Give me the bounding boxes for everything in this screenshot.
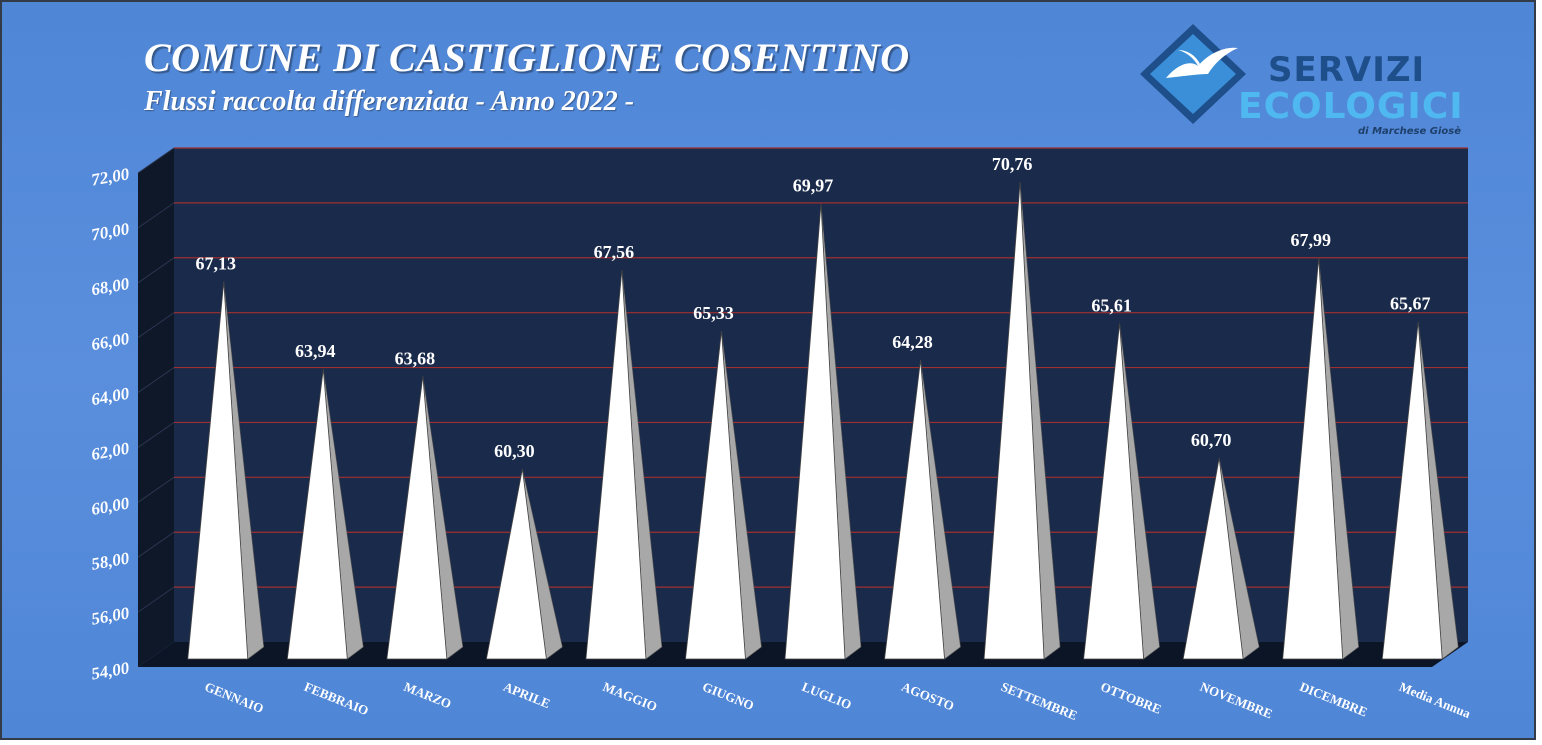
y-tick-label: 54,00 (90, 658, 131, 683)
y-tick-label: 60,00 (90, 493, 131, 518)
data-label: 67,56 (594, 242, 635, 262)
x-tick-label: SETTEMBRE (999, 679, 1080, 723)
x-tick-label: Media Annua (1397, 679, 1473, 721)
x-tick-label: NOVEMBRE (1198, 679, 1275, 722)
y-tick-label: 56,00 (90, 603, 131, 628)
pyramid-bar (983, 182, 1045, 660)
y-tick-label: 66,00 (90, 329, 131, 354)
pyramid-bar (1282, 258, 1344, 660)
gridline-side (137, 147, 175, 174)
x-tick-label: DICEMBRE (1298, 679, 1370, 720)
x-tick-label: MAGGIO (601, 679, 660, 714)
x-tick-label: FEBBRAIO (302, 679, 371, 718)
gridline-side (137, 257, 175, 284)
gridline-side (137, 476, 175, 503)
chart-title: COMUNE DI CASTIGLIONE COSENTINO (144, 35, 910, 80)
data-label: 69,97 (793, 176, 834, 196)
data-label: 70,76 (992, 154, 1033, 174)
data-label: 63,94 (295, 341, 336, 361)
gridline-side (137, 312, 175, 339)
pyramid-bar (784, 203, 846, 660)
plot-side-wall (138, 148, 174, 667)
gridline-side (137, 367, 175, 393)
logo-text-servizi: SERVIZI (1268, 50, 1426, 90)
pyramid-bar (1083, 323, 1145, 660)
data-label: 63,68 (395, 348, 436, 368)
data-label: 60,70 (1191, 430, 1232, 450)
logo-text-owner: di Marchese Giosè (1358, 126, 1461, 137)
x-tick-label: APRILE (501, 679, 552, 711)
y-tick-label: 68,00 (90, 274, 131, 299)
pyramid-bar (1381, 321, 1443, 660)
pyramid-bar (884, 359, 945, 660)
logo-text-ecologici: ECOLOGICI (1238, 86, 1464, 127)
pyramid-bar (187, 281, 249, 660)
gridline-side (137, 531, 175, 558)
data-label: 64,28 (892, 332, 933, 352)
x-tick-label: AGOSTO (899, 679, 956, 714)
pyramid-bar (585, 269, 647, 660)
gridline-side (137, 422, 175, 448)
data-label: 67,99 (1290, 230, 1331, 250)
data-label: 65,67 (1390, 294, 1431, 314)
pyramid-bar (485, 469, 547, 660)
data-label: 60,30 (494, 441, 535, 461)
seagull-diamond-icon (1140, 24, 1246, 124)
x-tick-label: GIUGNO (700, 679, 756, 713)
pyramid-bar (685, 331, 746, 660)
gridline-side (137, 202, 175, 229)
pyramid-bar (286, 369, 348, 660)
x-tick-label: OTTOBRE (1098, 679, 1163, 717)
y-tick-label: 62,00 (90, 439, 131, 464)
data-label: 65,61 (1091, 295, 1132, 315)
pyramid-bar (386, 376, 448, 660)
data-label: 67,13 (196, 254, 237, 274)
gridline-side (137, 586, 175, 613)
pyramid-bar (1182, 458, 1244, 660)
x-tick-label: GENNAIO (203, 679, 266, 716)
y-tick-label: 64,00 (90, 384, 131, 409)
data-label: 65,33 (693, 303, 734, 323)
chart-subtitle: Flussi raccolta differenziata - Anno 202… (144, 86, 635, 117)
y-tick-label: 58,00 (90, 548, 131, 573)
y-tick-label: 72,00 (90, 164, 131, 189)
y-tick-label: 70,00 (90, 219, 131, 244)
x-tick-label: MARZO (402, 679, 454, 712)
x-tick-label: LUGLIO (800, 679, 854, 712)
company-logo: SERVIZI ECOLOGICI di Marchese Giosè (1138, 20, 1468, 152)
